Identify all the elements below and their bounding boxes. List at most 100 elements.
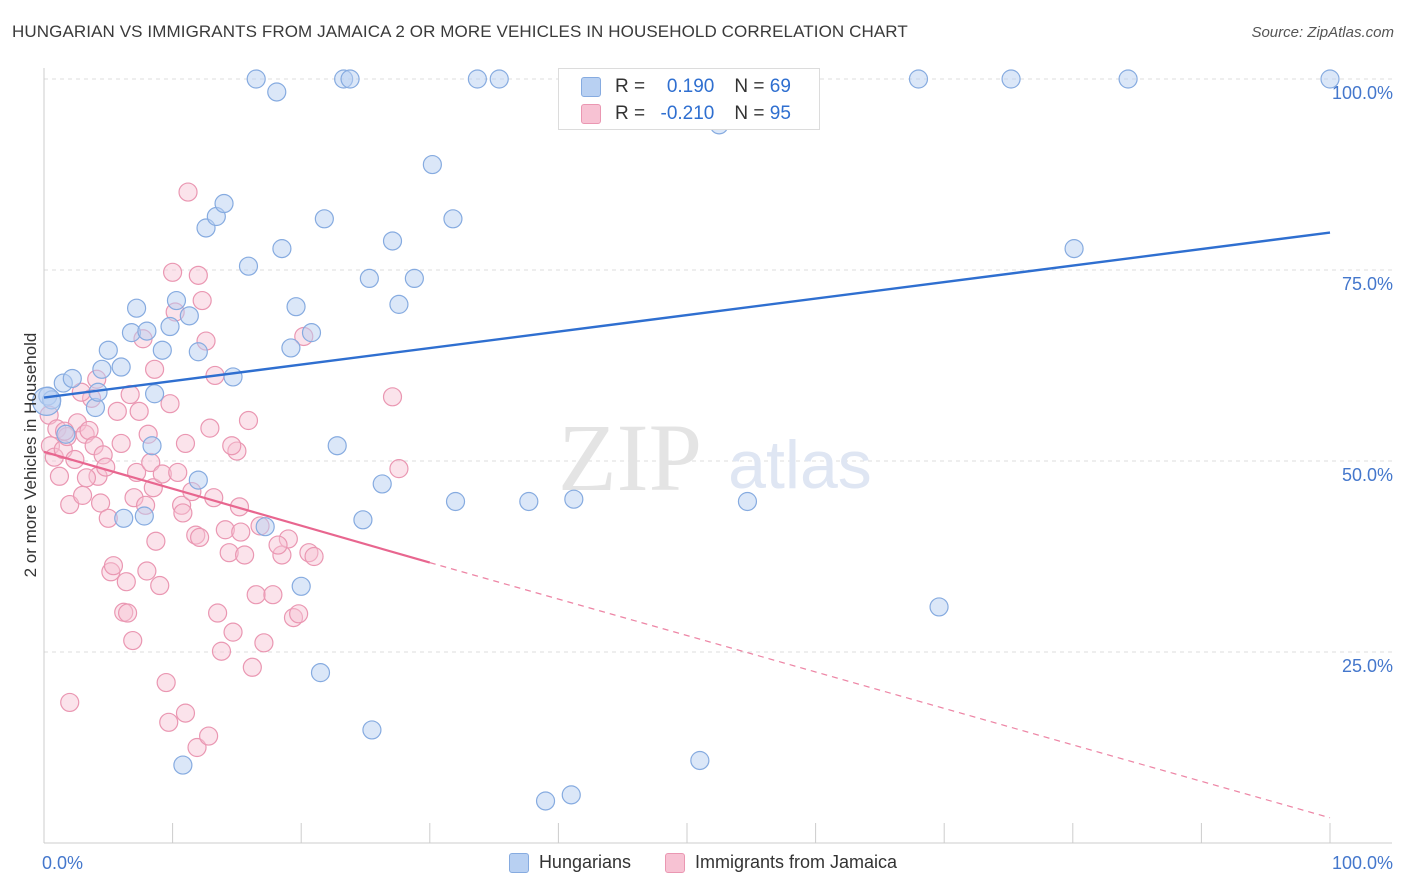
point-jamaica-29: [129, 401, 149, 421]
point-hungarians-50: [188, 470, 208, 490]
point-hungarians-16: [166, 290, 187, 311]
legend-item-hungarians[interactable]: Hungarians: [508, 852, 631, 873]
point-jamaica-65: [254, 633, 274, 653]
watermark-atlas: atlas: [728, 427, 872, 503]
point-hungarians-11: [126, 298, 147, 318]
tick-labels: 25.0% 50.0% 75.0% 100.0% 0.0% 100.0%: [42, 83, 1393, 873]
point-hungarians-55: [310, 663, 331, 683]
stats-n-label: N =: [734, 76, 770, 97]
stats-r-label: R =: [615, 103, 651, 124]
point-hungarians-58: [362, 720, 382, 740]
point-jamaica-81: [199, 726, 219, 746]
y-tick-label-25: 25.0%: [1342, 656, 1393, 676]
point-hungarians-60: [519, 491, 539, 512]
point-jamaica-53: [208, 603, 228, 623]
point-hungarians-46: [1001, 69, 1021, 89]
point-jamaica-86: [137, 561, 157, 581]
stats-swatch-blue: [581, 77, 601, 97]
watermark: ZIP atlas: [558, 404, 872, 511]
point-hungarians-67: [690, 750, 710, 771]
point-hungarians-26: [272, 239, 292, 259]
point-jamaica-69: [289, 604, 309, 624]
stats-swatch-pink: [581, 104, 601, 124]
point-hungarians-24: [246, 69, 266, 89]
point-hungarians-37: [404, 268, 424, 289]
point-jamaica-85: [117, 603, 138, 623]
point-hungarians-18: [188, 342, 208, 362]
point-jamaica-17: [93, 445, 113, 465]
point-hungarians-52: [142, 436, 162, 456]
series-jamaica-points: [39, 182, 409, 758]
point-hungarians-17: [179, 306, 199, 326]
point-jamaica-25: [116, 572, 136, 592]
y-tick-label-75: 75.0%: [1342, 274, 1393, 294]
stats-n-value: 95: [769, 103, 791, 124]
y-tick-label-50: 50.0%: [1342, 465, 1393, 485]
point-hungarians-cluster: [31, 386, 62, 417]
point-jamaica-87: [173, 503, 193, 523]
point-jamaica-44: [175, 433, 196, 454]
point-hungarians-23: [238, 256, 259, 276]
point-jamaica-36: [150, 575, 170, 596]
point-jamaica-83: [60, 692, 80, 713]
x-tick-label-end: 100.0%: [1332, 853, 1393, 873]
point-jamaica-51: [200, 418, 220, 438]
point-hungarians-14: [152, 340, 172, 360]
point-hungarians-28: [286, 297, 306, 317]
point-jamaica-37: [152, 464, 172, 484]
point-jamaica-68: [283, 608, 304, 628]
stats-n-label: N =: [734, 103, 770, 124]
stats-legend: R = 0.190 N = 69 R = -0.210 N = 95: [558, 68, 820, 130]
legend-swatch-jamaica: [665, 852, 685, 873]
point-hungarians-25: [267, 82, 287, 102]
point-jamaica-92: [123, 630, 143, 651]
watermark-zip: ZIP: [558, 404, 702, 511]
point-jamaica-40: [163, 262, 183, 282]
point-jamaica-71: [299, 543, 319, 563]
point-jamaica-56: [219, 543, 239, 563]
point-hungarians-38: [422, 154, 442, 175]
axes: [43, 68, 1392, 844]
point-hungarians-48: [1320, 69, 1340, 89]
point-hungarians-49: [1064, 239, 1084, 259]
point-hungarians-8: [98, 340, 118, 360]
legend-item-jamaica[interactable]: Immigrants from Jamaica: [665, 852, 897, 873]
point-hungarians-34: [359, 268, 379, 289]
point-hungarians-65: [535, 791, 556, 811]
point-jamaica-39: [159, 712, 179, 732]
point-jamaica-90: [160, 394, 180, 414]
point-jamaica-62: [242, 657, 262, 677]
point-jamaica-79: [175, 703, 196, 723]
trend-line-jamaica: [43, 450, 431, 564]
point-jamaica-10: [72, 485, 93, 505]
point-jamaica-93: [190, 527, 210, 548]
point-hungarians-47: [1118, 69, 1138, 89]
stats-r-label: R =: [615, 76, 651, 97]
point-hungarians-29: [301, 323, 322, 343]
legend-label-hungarians: Hungarians: [538, 852, 631, 872]
point-hungarians-13: [144, 384, 165, 404]
point-hungarians-12: [137, 321, 157, 341]
point-hungarians-63: [929, 597, 949, 617]
legend-swatch-hungarians: [508, 852, 529, 873]
point-hungarians-51: [114, 508, 134, 528]
point-hungarians-4: [56, 424, 76, 444]
point-jamaica-8: [65, 449, 85, 470]
legend-label-jamaica: Immigrants from Jamaica: [695, 852, 898, 872]
point-jamaica-91: [222, 436, 242, 456]
point-jamaica-22: [107, 401, 127, 421]
point-hungarians-61: [564, 489, 584, 509]
point-hungarians-3: [62, 368, 82, 389]
point-jamaica-4: [49, 466, 70, 486]
point-jamaica-49: [192, 290, 212, 311]
point-hungarians-56: [353, 510, 373, 530]
point-hungarians-59: [445, 491, 466, 512]
point-jamaica-57: [223, 622, 243, 642]
bottom-legend: Hungarians Immigrants from Jamaica: [0, 852, 1406, 873]
trend-line-hungarians: [43, 231, 1331, 399]
stats-row-hungarians: R = 0.190 N = 69: [581, 73, 791, 101]
point-hungarians-22: [223, 367, 243, 387]
point-jamaica-60: [235, 545, 255, 565]
point-jamaica-89: [76, 468, 97, 488]
stats-r-value: -0.210: [660, 103, 715, 124]
